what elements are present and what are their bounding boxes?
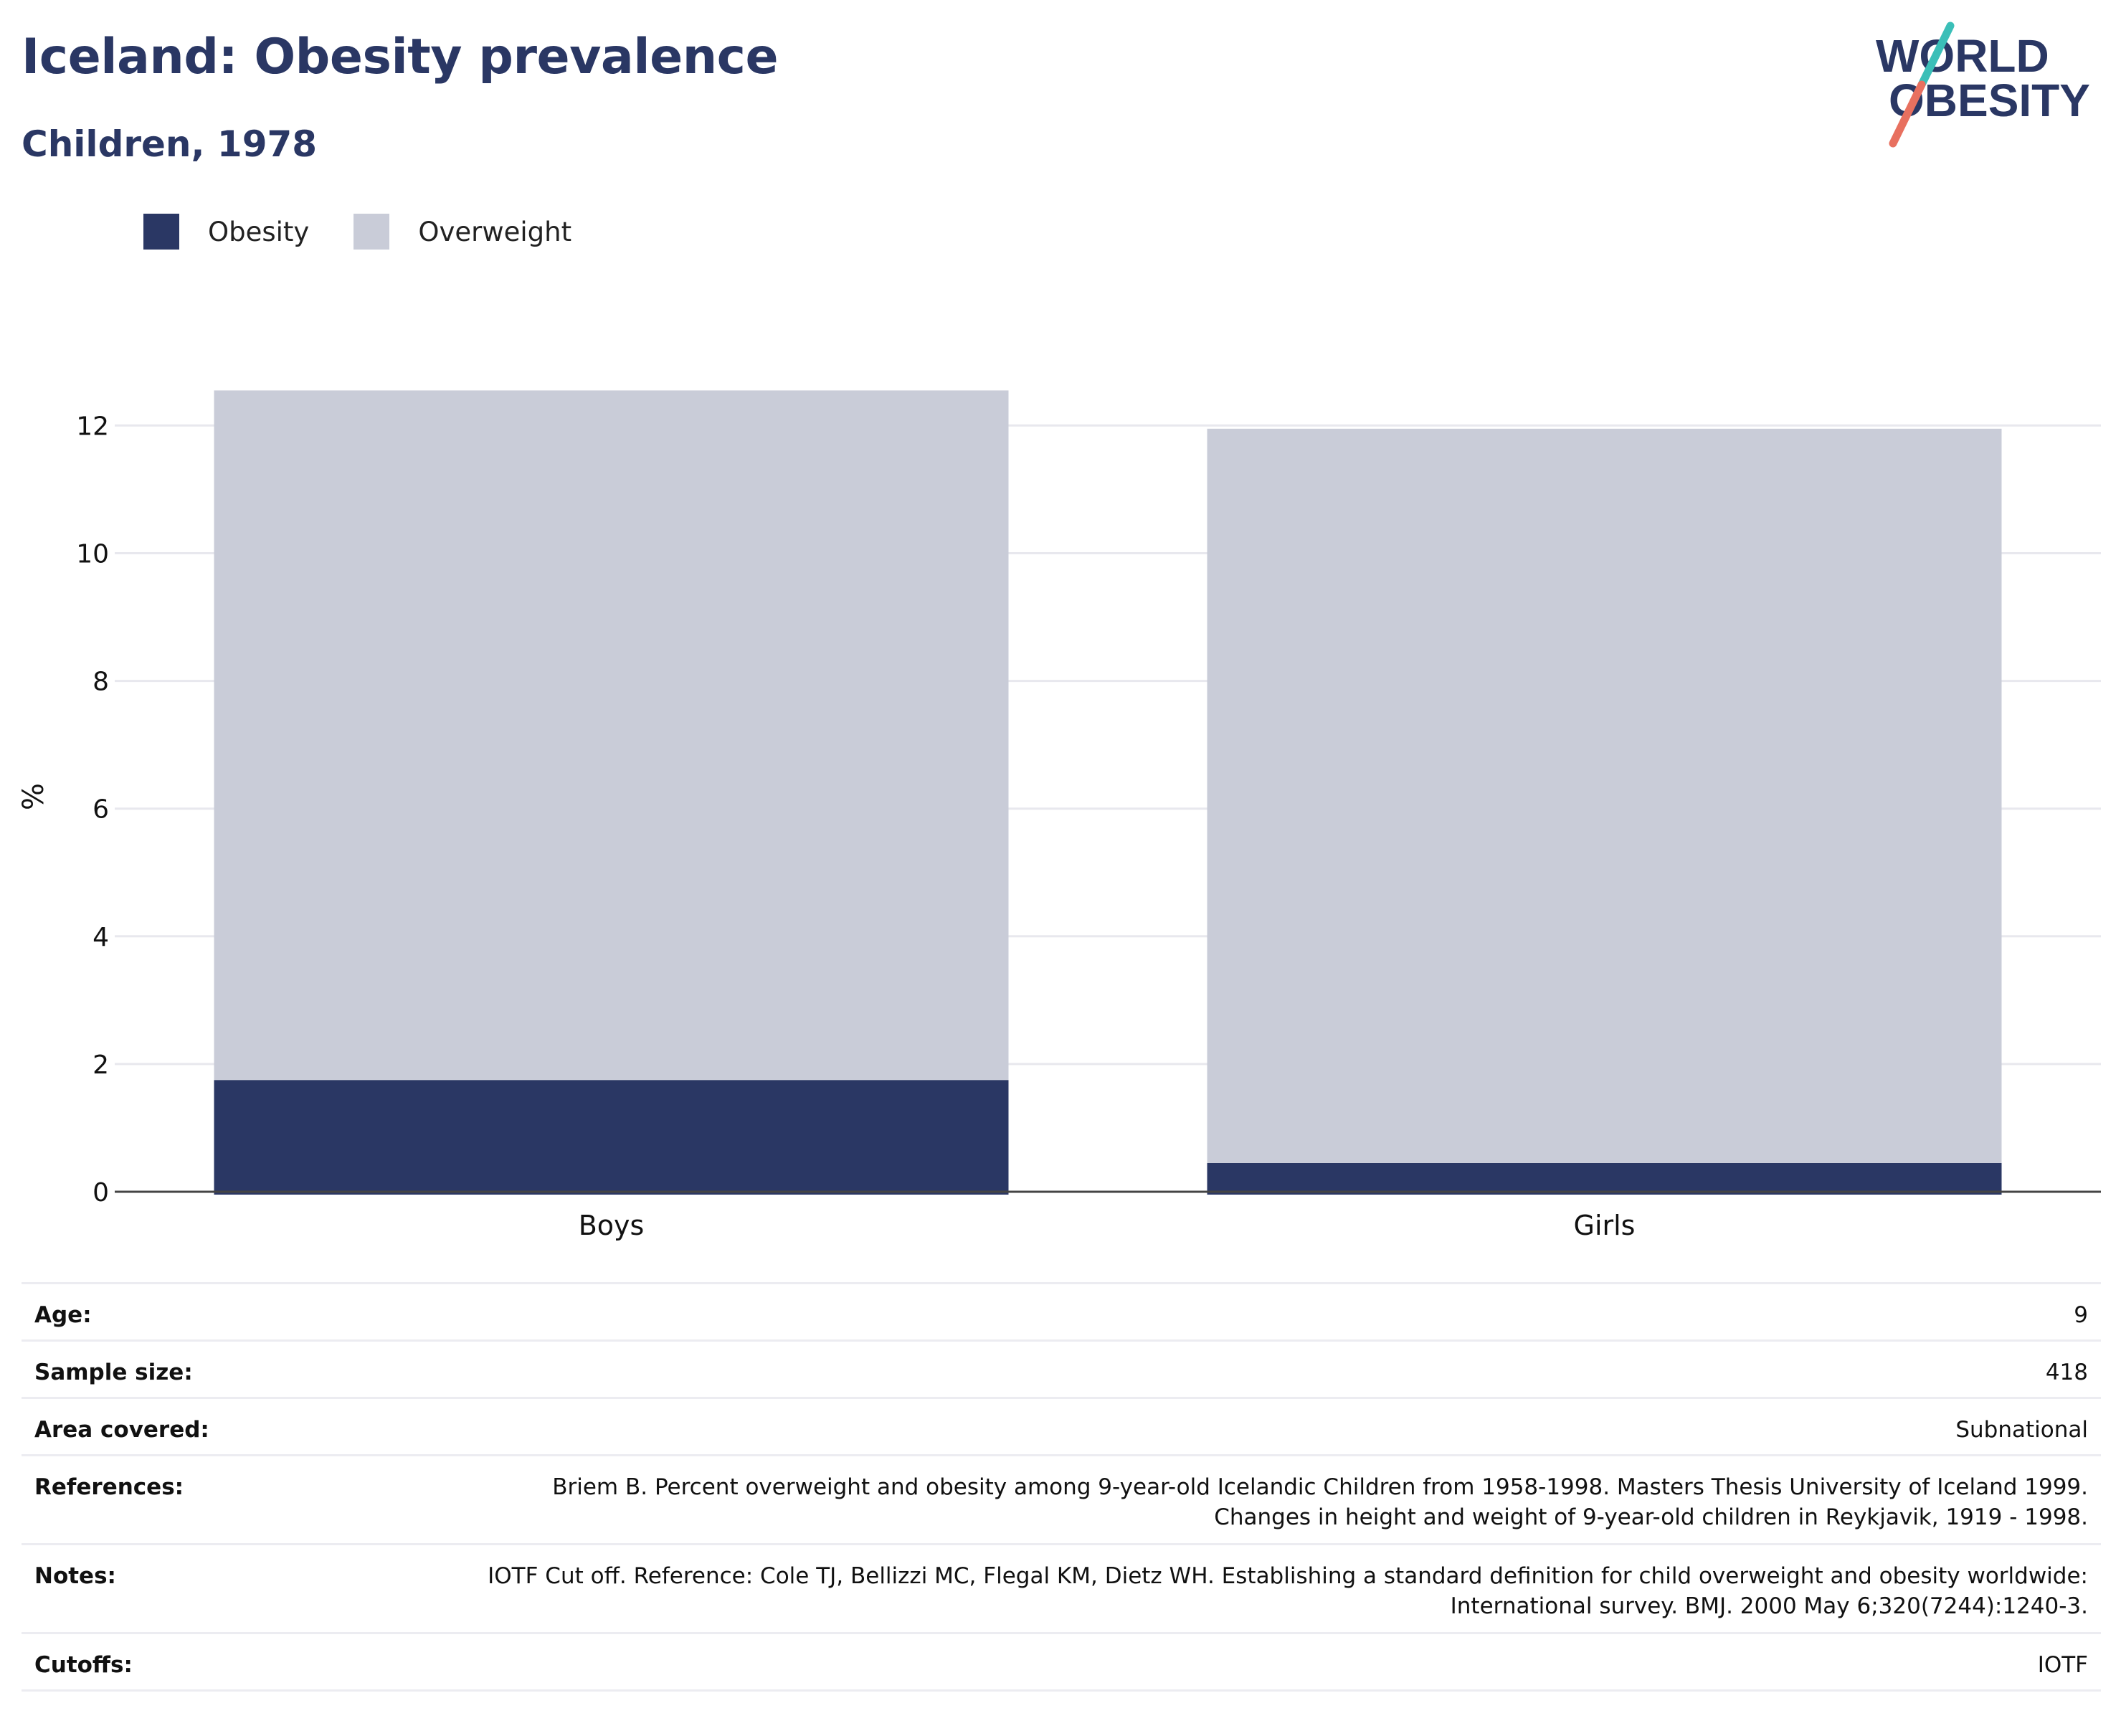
y-tick-label: 6 (92, 795, 109, 825)
meta-row-cutoffs: Cutoffs: IOTF (22, 1632, 2101, 1692)
y-tick-label: 8 (92, 668, 109, 697)
legend-swatch-overweight (354, 214, 390, 250)
stacked-bar-chart: 0 2 4 6 8 10 12% Boys Girls (17, 390, 2101, 1241)
chart-legend: Obesity Overweight (143, 214, 616, 250)
meta-label-cutoffs: Cutoffs: (22, 1632, 452, 1692)
legend-label-overweight: Overweight (418, 216, 572, 247)
meta-value-area-covered: Subnational (452, 1397, 2101, 1456)
y-tick-label: 2 (92, 1050, 109, 1080)
bar-overweight-girls (1207, 428, 2002, 1163)
meta-label-age: Age: (22, 1282, 452, 1341)
y-tick-label: 10 (76, 540, 109, 569)
legend-label-obesity: Obesity (208, 216, 310, 247)
meta-value-cutoffs: IOTF (452, 1632, 2101, 1692)
meta-row-area-covered: Area covered: Subnational (22, 1397, 2101, 1456)
meta-value-sample-size: 418 (452, 1339, 2101, 1398)
y-axis-title: % (17, 783, 50, 810)
bar-obesity-girls (1207, 1162, 2002, 1195)
meta-row-notes: Notes: IOTF Cut off. Reference: Cole TJ,… (22, 1543, 2101, 1633)
bar-obesity-boys (214, 1080, 1009, 1195)
meta-value-references: Briem B. Percent overweight and obesity … (452, 1454, 2101, 1545)
x-tick-label: Boys (579, 1210, 645, 1241)
world-obesity-logo: WORLD OBESITY (1876, 22, 2090, 148)
meta-label-area-covered: Area covered: (22, 1397, 452, 1456)
y-tick-label: 12 (76, 412, 109, 441)
y-tick-label: 4 (92, 923, 109, 952)
x-tick-label: Girls (1574, 1210, 1636, 1241)
meta-value-age: 9 (452, 1282, 2101, 1341)
meta-row-references: References: Briem B. Percent overweight … (22, 1454, 2101, 1545)
meta-row-age: Age: 9 (22, 1282, 2101, 1341)
logo-slash-top (1917, 22, 1955, 89)
logo-slash-bottom (1889, 80, 1926, 148)
meta-label-notes: Notes: (22, 1543, 452, 1633)
legend-item-overweight[interactable]: Overweight (354, 214, 571, 250)
page-subtitle: Children, 1978 (22, 123, 318, 165)
logo-line1: WORLD (1876, 30, 2049, 82)
legend-item-obesity[interactable]: Obesity (143, 214, 309, 250)
bar-overweight-boys (214, 390, 1009, 1081)
meta-row-sample-size: Sample size: 418 (22, 1339, 2101, 1398)
y-tick-label: 0 (92, 1178, 109, 1208)
metadata-table: Age: 9 Sample size: 418 Area covered: Su… (22, 1282, 2101, 1692)
meta-label-sample-size: Sample size: (22, 1339, 452, 1398)
meta-value-notes: IOTF Cut off. Reference: Cole TJ, Belliz… (452, 1543, 2101, 1633)
meta-label-references: References: (22, 1454, 452, 1545)
legend-swatch-obesity (143, 214, 179, 250)
page-title: Iceland: Obesity prevalence (22, 29, 779, 85)
